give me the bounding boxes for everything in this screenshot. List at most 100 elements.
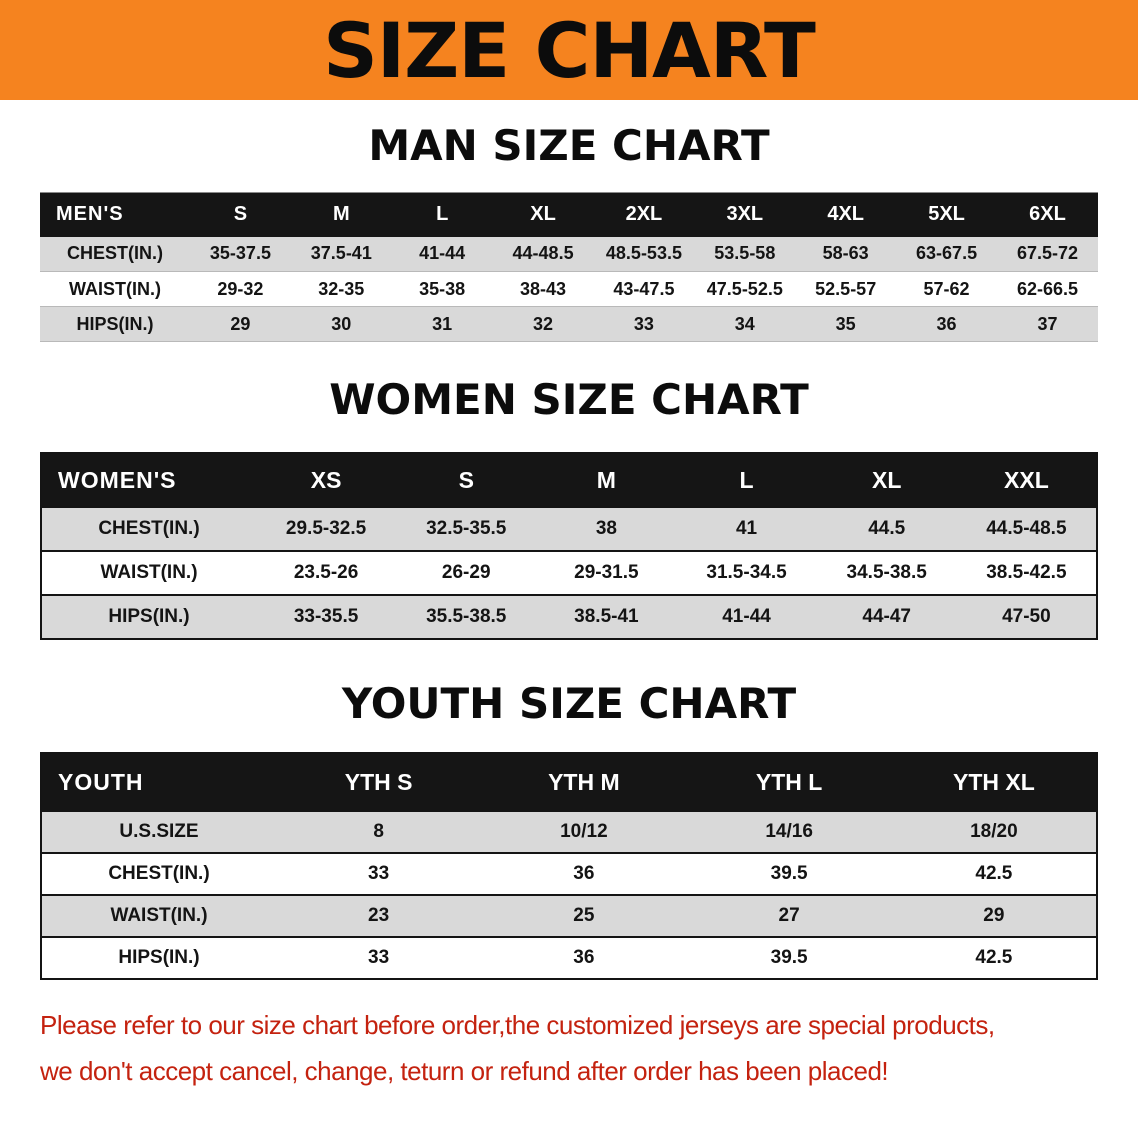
size-cell: 18/20 <box>891 810 1097 853</box>
size-cell: 29.5-32.5 <box>256 506 397 551</box>
size-cell: 44.5-48.5 <box>956 506 1097 551</box>
row-label: WAIST(IN.) <box>40 271 190 307</box>
size-cell: 41-44 <box>391 236 493 272</box>
size-chart-banner: SIZE CHART <box>0 0 1138 100</box>
men-size-table: MEN'S S M L XL 2XL 3XL 4XL 5XL 6XL CHEST… <box>40 192 1098 342</box>
size-cell: 42.5 <box>891 852 1097 895</box>
row-label: WAIST(IN.) <box>41 550 256 595</box>
size-cell: 53.5-58 <box>694 236 796 272</box>
size-cell: 32 <box>492 306 594 342</box>
size-cell: 44-47 <box>816 594 957 639</box>
size-cell: 43-47.5 <box>593 271 695 307</box>
size-cell: 32-35 <box>290 271 392 307</box>
column-header: L <box>391 192 493 237</box>
size-cell: 25 <box>481 894 687 937</box>
row-label: HIPS(IN.) <box>40 306 190 342</box>
row-label: HIPS(IN.) <box>41 594 256 639</box>
size-cell: 62-66.5 <box>997 271 1098 307</box>
row-label: WAIST(IN.) <box>41 894 276 937</box>
column-header: M <box>536 453 677 507</box>
table-row: U.S.SIZE 8 10/12 14/16 18/20 <box>41 810 1097 853</box>
page-title: SIZE CHART <box>323 5 816 95</box>
size-cell: 48.5-53.5 <box>593 236 695 272</box>
size-cell: 36 <box>481 936 687 979</box>
size-cell: 35.5-38.5 <box>396 594 537 639</box>
size-cell: 36 <box>896 306 997 342</box>
women-header-row: WOMEN'S XS S M L XL XXL <box>41 453 1097 507</box>
column-header: 3XL <box>694 192 796 237</box>
size-cell: 33-35.5 <box>256 594 397 639</box>
size-cell: 38 <box>536 506 677 551</box>
column-header: M <box>290 192 392 237</box>
table-row: HIPS(IN.) 29 30 31 32 33 34 35 36 37 <box>40 306 1098 342</box>
row-label: HIPS(IN.) <box>41 936 276 979</box>
youth-header-row: YOUTH YTH S YTH M YTH L YTH XL <box>41 753 1097 811</box>
size-cell: 33 <box>276 936 482 979</box>
column-header: YTH S <box>276 753 482 811</box>
column-header: 5XL <box>896 192 997 237</box>
size-cell: 58-63 <box>795 236 897 272</box>
size-cell: 35 <box>795 306 897 342</box>
youth-size-table: YOUTH YTH S YTH M YTH L YTH XL U.S.SIZE … <box>40 752 1098 980</box>
size-cell: 63-67.5 <box>896 236 997 272</box>
size-cell: 38.5-41 <box>536 594 677 639</box>
size-cell: 34 <box>694 306 796 342</box>
men-section-heading: MAN SIZE CHART <box>368 121 770 170</box>
size-cell: 37.5-41 <box>290 236 392 272</box>
table-row: HIPS(IN.) 33-35.5 35.5-38.5 38.5-41 41-4… <box>41 594 1097 639</box>
size-cell: 67.5-72 <box>997 236 1098 272</box>
disclaimer: Please refer to our size chart before or… <box>40 1002 1128 1094</box>
column-header: XL <box>816 453 957 507</box>
column-header: YTH XL <box>891 753 1097 811</box>
size-cell: 39.5 <box>686 852 892 895</box>
row-label: CHEST(IN.) <box>41 506 256 551</box>
table-row: CHEST(IN.) 29.5-32.5 32.5-35.5 38 41 44.… <box>41 506 1097 551</box>
column-header: S <box>190 192 291 237</box>
size-cell: 37 <box>997 306 1098 342</box>
column-header: YTH L <box>686 753 892 811</box>
size-cell: 38-43 <box>492 271 594 307</box>
youth-table-title: YOUTH <box>41 753 276 811</box>
size-cell: 34.5-38.5 <box>816 550 957 595</box>
column-header: 6XL <box>997 192 1098 237</box>
disclaimer-line-2: we don't accept cancel, change, teturn o… <box>40 1056 889 1086</box>
women-table-title: WOMEN'S <box>41 453 256 507</box>
row-label: CHEST(IN.) <box>41 852 276 895</box>
size-cell: 35-38 <box>391 271 493 307</box>
size-cell: 10/12 <box>481 810 687 853</box>
size-cell: 33 <box>593 306 695 342</box>
size-cell: 41-44 <box>676 594 817 639</box>
size-cell: 23 <box>276 894 482 937</box>
table-row: WAIST(IN.) 23.5-26 26-29 29-31.5 31.5-34… <box>41 550 1097 595</box>
size-cell: 41 <box>676 506 817 551</box>
size-cell: 47.5-52.5 <box>694 271 796 307</box>
size-cell: 44.5 <box>816 506 957 551</box>
column-header: XL <box>492 192 594 237</box>
size-cell: 57-62 <box>896 271 997 307</box>
row-label: CHEST(IN.) <box>40 236 190 272</box>
column-header: 2XL <box>593 192 695 237</box>
size-cell: 29-32 <box>190 271 291 307</box>
table-row: CHEST(IN.) 33 36 39.5 42.5 <box>41 852 1097 895</box>
size-cell: 35-37.5 <box>190 236 291 272</box>
size-cell: 30 <box>290 306 392 342</box>
column-header: XS <box>256 453 397 507</box>
size-cell: 39.5 <box>686 936 892 979</box>
disclaimer-line-1: Please refer to our size chart before or… <box>40 1010 995 1040</box>
women-section-heading: WOMEN SIZE CHART <box>329 375 809 424</box>
size-cell: 29-31.5 <box>536 550 677 595</box>
size-cell: 42.5 <box>891 936 1097 979</box>
table-row: WAIST(IN.) 29-32 32-35 35-38 38-43 43-47… <box>40 271 1098 307</box>
column-header: S <box>396 453 537 507</box>
size-cell: 33 <box>276 852 482 895</box>
men-header-row: MEN'S S M L XL 2XL 3XL 4XL 5XL 6XL <box>40 192 1098 237</box>
size-cell: 31 <box>391 306 493 342</box>
table-row: WAIST(IN.) 23 25 27 29 <box>41 894 1097 937</box>
column-header: 4XL <box>795 192 897 237</box>
size-cell: 29 <box>891 894 1097 937</box>
column-header: YTH M <box>481 753 687 811</box>
size-cell: 26-29 <box>396 550 537 595</box>
size-cell: 52.5-57 <box>795 271 897 307</box>
youth-section-heading: YOUTH SIZE CHART <box>341 679 797 728</box>
